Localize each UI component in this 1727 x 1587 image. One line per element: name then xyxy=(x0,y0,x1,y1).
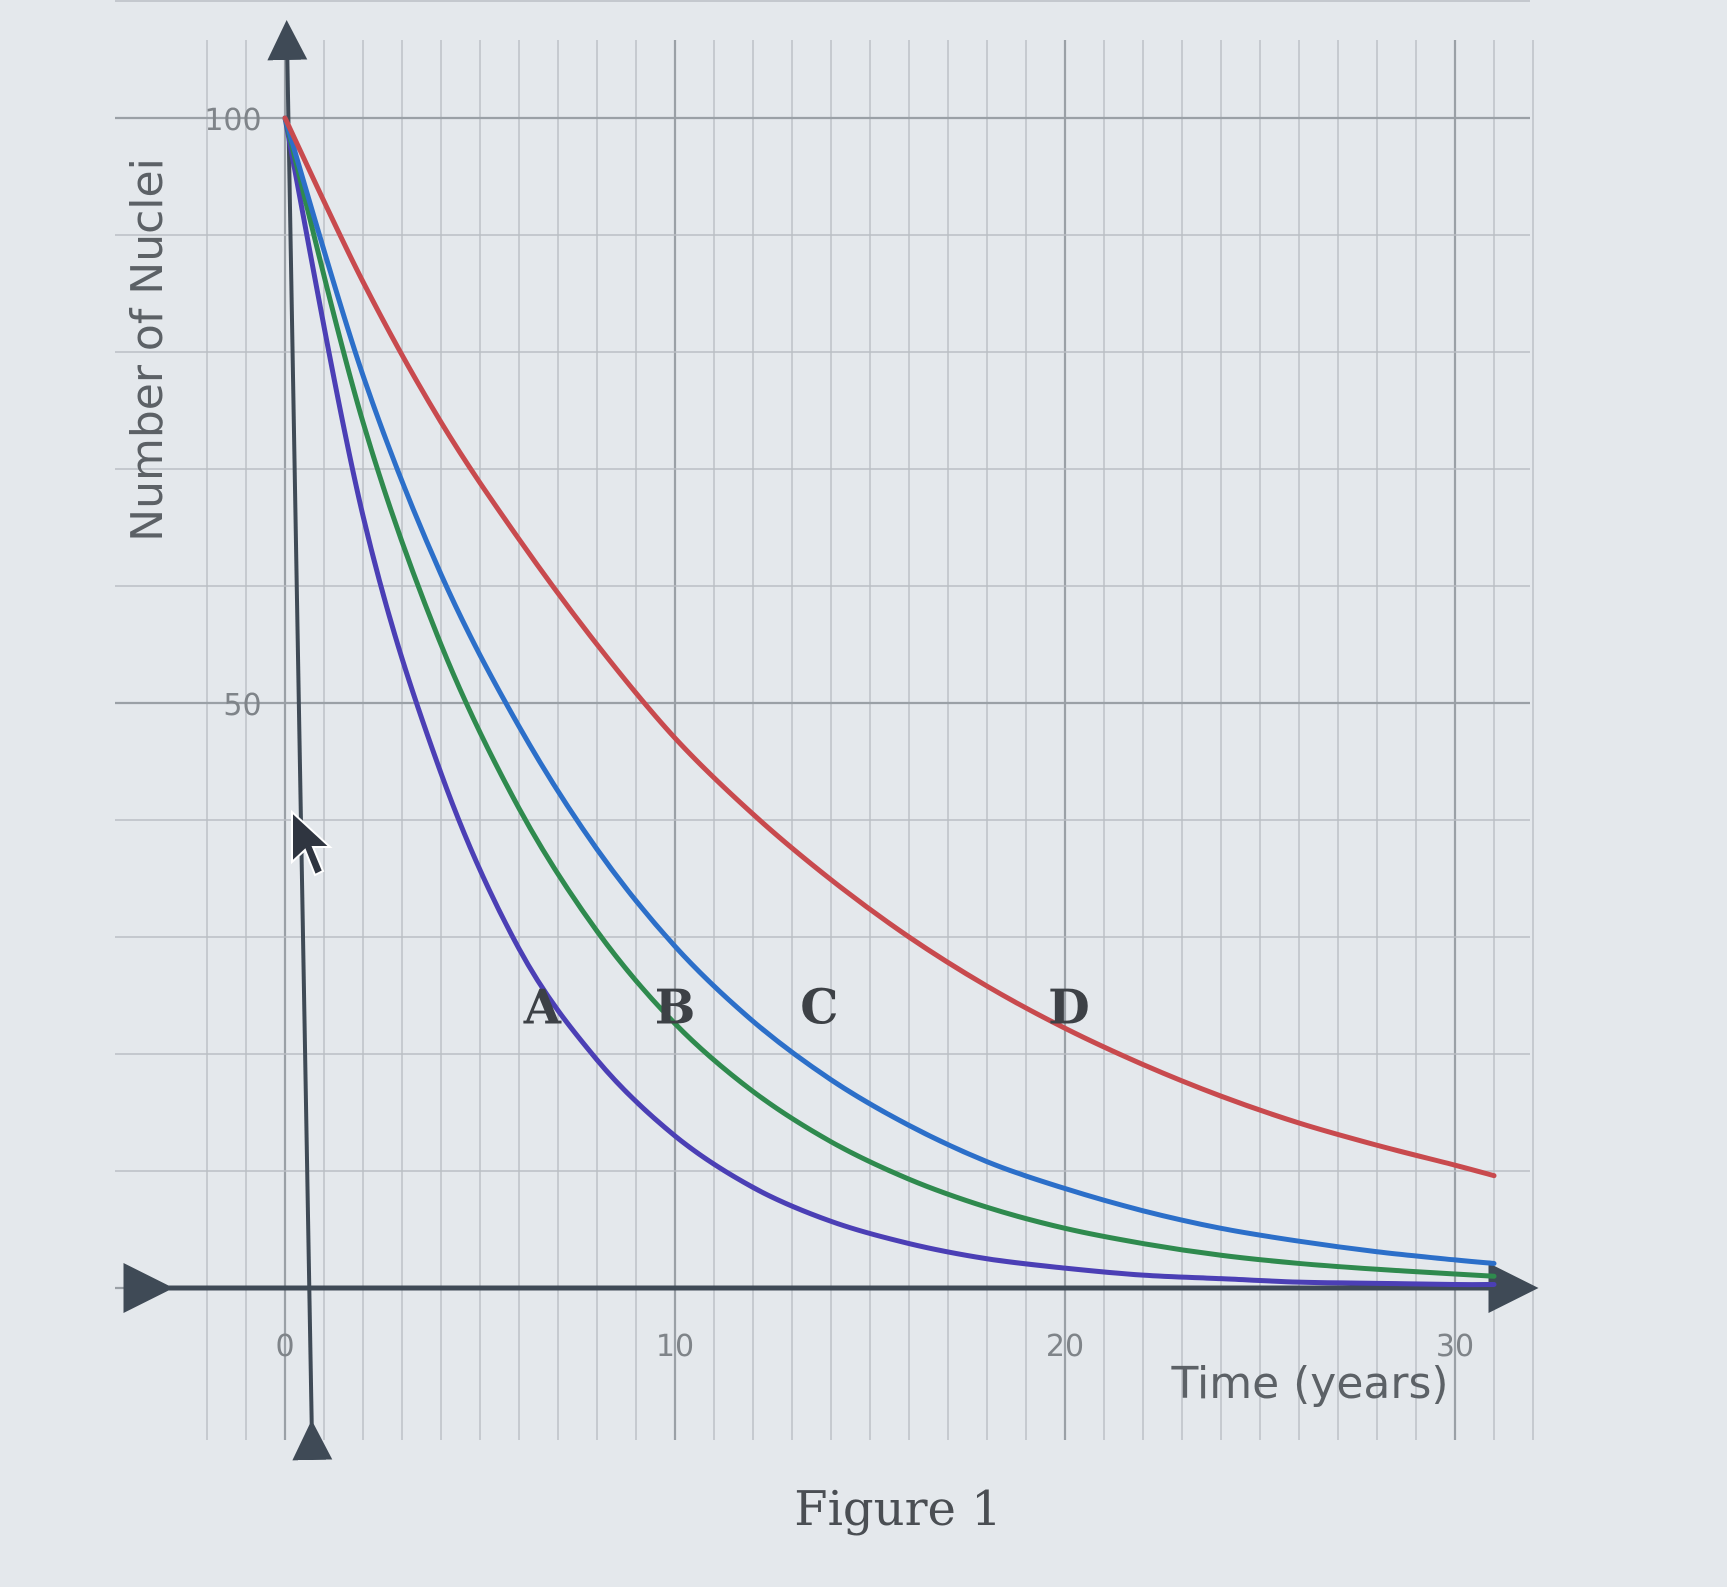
grid xyxy=(115,0,1534,1440)
y-tick-label: 100 xyxy=(204,103,261,138)
curve-label-a: A xyxy=(523,980,562,1036)
mouse-cursor-icon xyxy=(291,809,333,877)
y-axis-title: Number of Nuclei xyxy=(122,158,173,542)
x-axis-title: Time (years) xyxy=(1170,1358,1448,1409)
series-line-b xyxy=(282,115,1497,1279)
axes xyxy=(123,20,1539,1461)
x-tick-label: 20 xyxy=(1046,1329,1084,1364)
series-line-a xyxy=(282,115,1497,1288)
curve-label-b: B xyxy=(655,980,696,1036)
tick-labels: 0 10 20 30 50 100 xyxy=(204,103,1474,1364)
x-tick-label: 10 xyxy=(656,1329,694,1364)
series-line-c xyxy=(282,115,1497,1266)
x-tick-label: 30 xyxy=(1436,1329,1474,1364)
curve-labels: A B C D xyxy=(523,980,1090,1036)
series-line-d xyxy=(282,115,1497,1179)
x-tick-label: 0 xyxy=(275,1329,294,1364)
y-tick-label: 50 xyxy=(223,688,261,723)
curve-label-d: D xyxy=(1048,980,1090,1036)
curve-label-c: C xyxy=(800,980,838,1036)
data-series xyxy=(282,115,1497,1288)
y-axis-line xyxy=(267,20,333,1461)
figure-caption: Figure 1 xyxy=(794,1481,1001,1537)
